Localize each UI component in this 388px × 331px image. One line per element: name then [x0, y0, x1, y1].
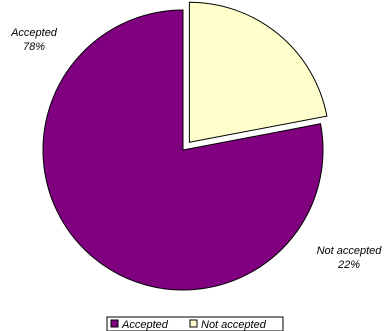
- legend-label-accepted: Accepted: [121, 319, 169, 331]
- legend-swatch-accepted: [110, 319, 119, 328]
- slice-label-accepted-name: Accepted: [10, 27, 58, 39]
- slice-label-not-accepted: Not accepted 22%: [317, 245, 383, 271]
- slice-label-accepted-value: 78%: [23, 41, 45, 53]
- slice-label-not-accepted-value: 22%: [337, 259, 360, 271]
- legend: Accepted Not accepted: [106, 316, 284, 331]
- pie-slice-accepted: [42, 9, 324, 291]
- slice-label-not-accepted-name: Not accepted: [317, 245, 383, 257]
- legend-swatch-not-accepted: [189, 319, 198, 328]
- pie-slices: [42, 1, 328, 291]
- slice-label-accepted: Accepted 78%: [10, 27, 58, 53]
- legend-label-not-accepted: Not accepted: [201, 319, 267, 331]
- pie-slice-not-accepted: [188, 1, 328, 143]
